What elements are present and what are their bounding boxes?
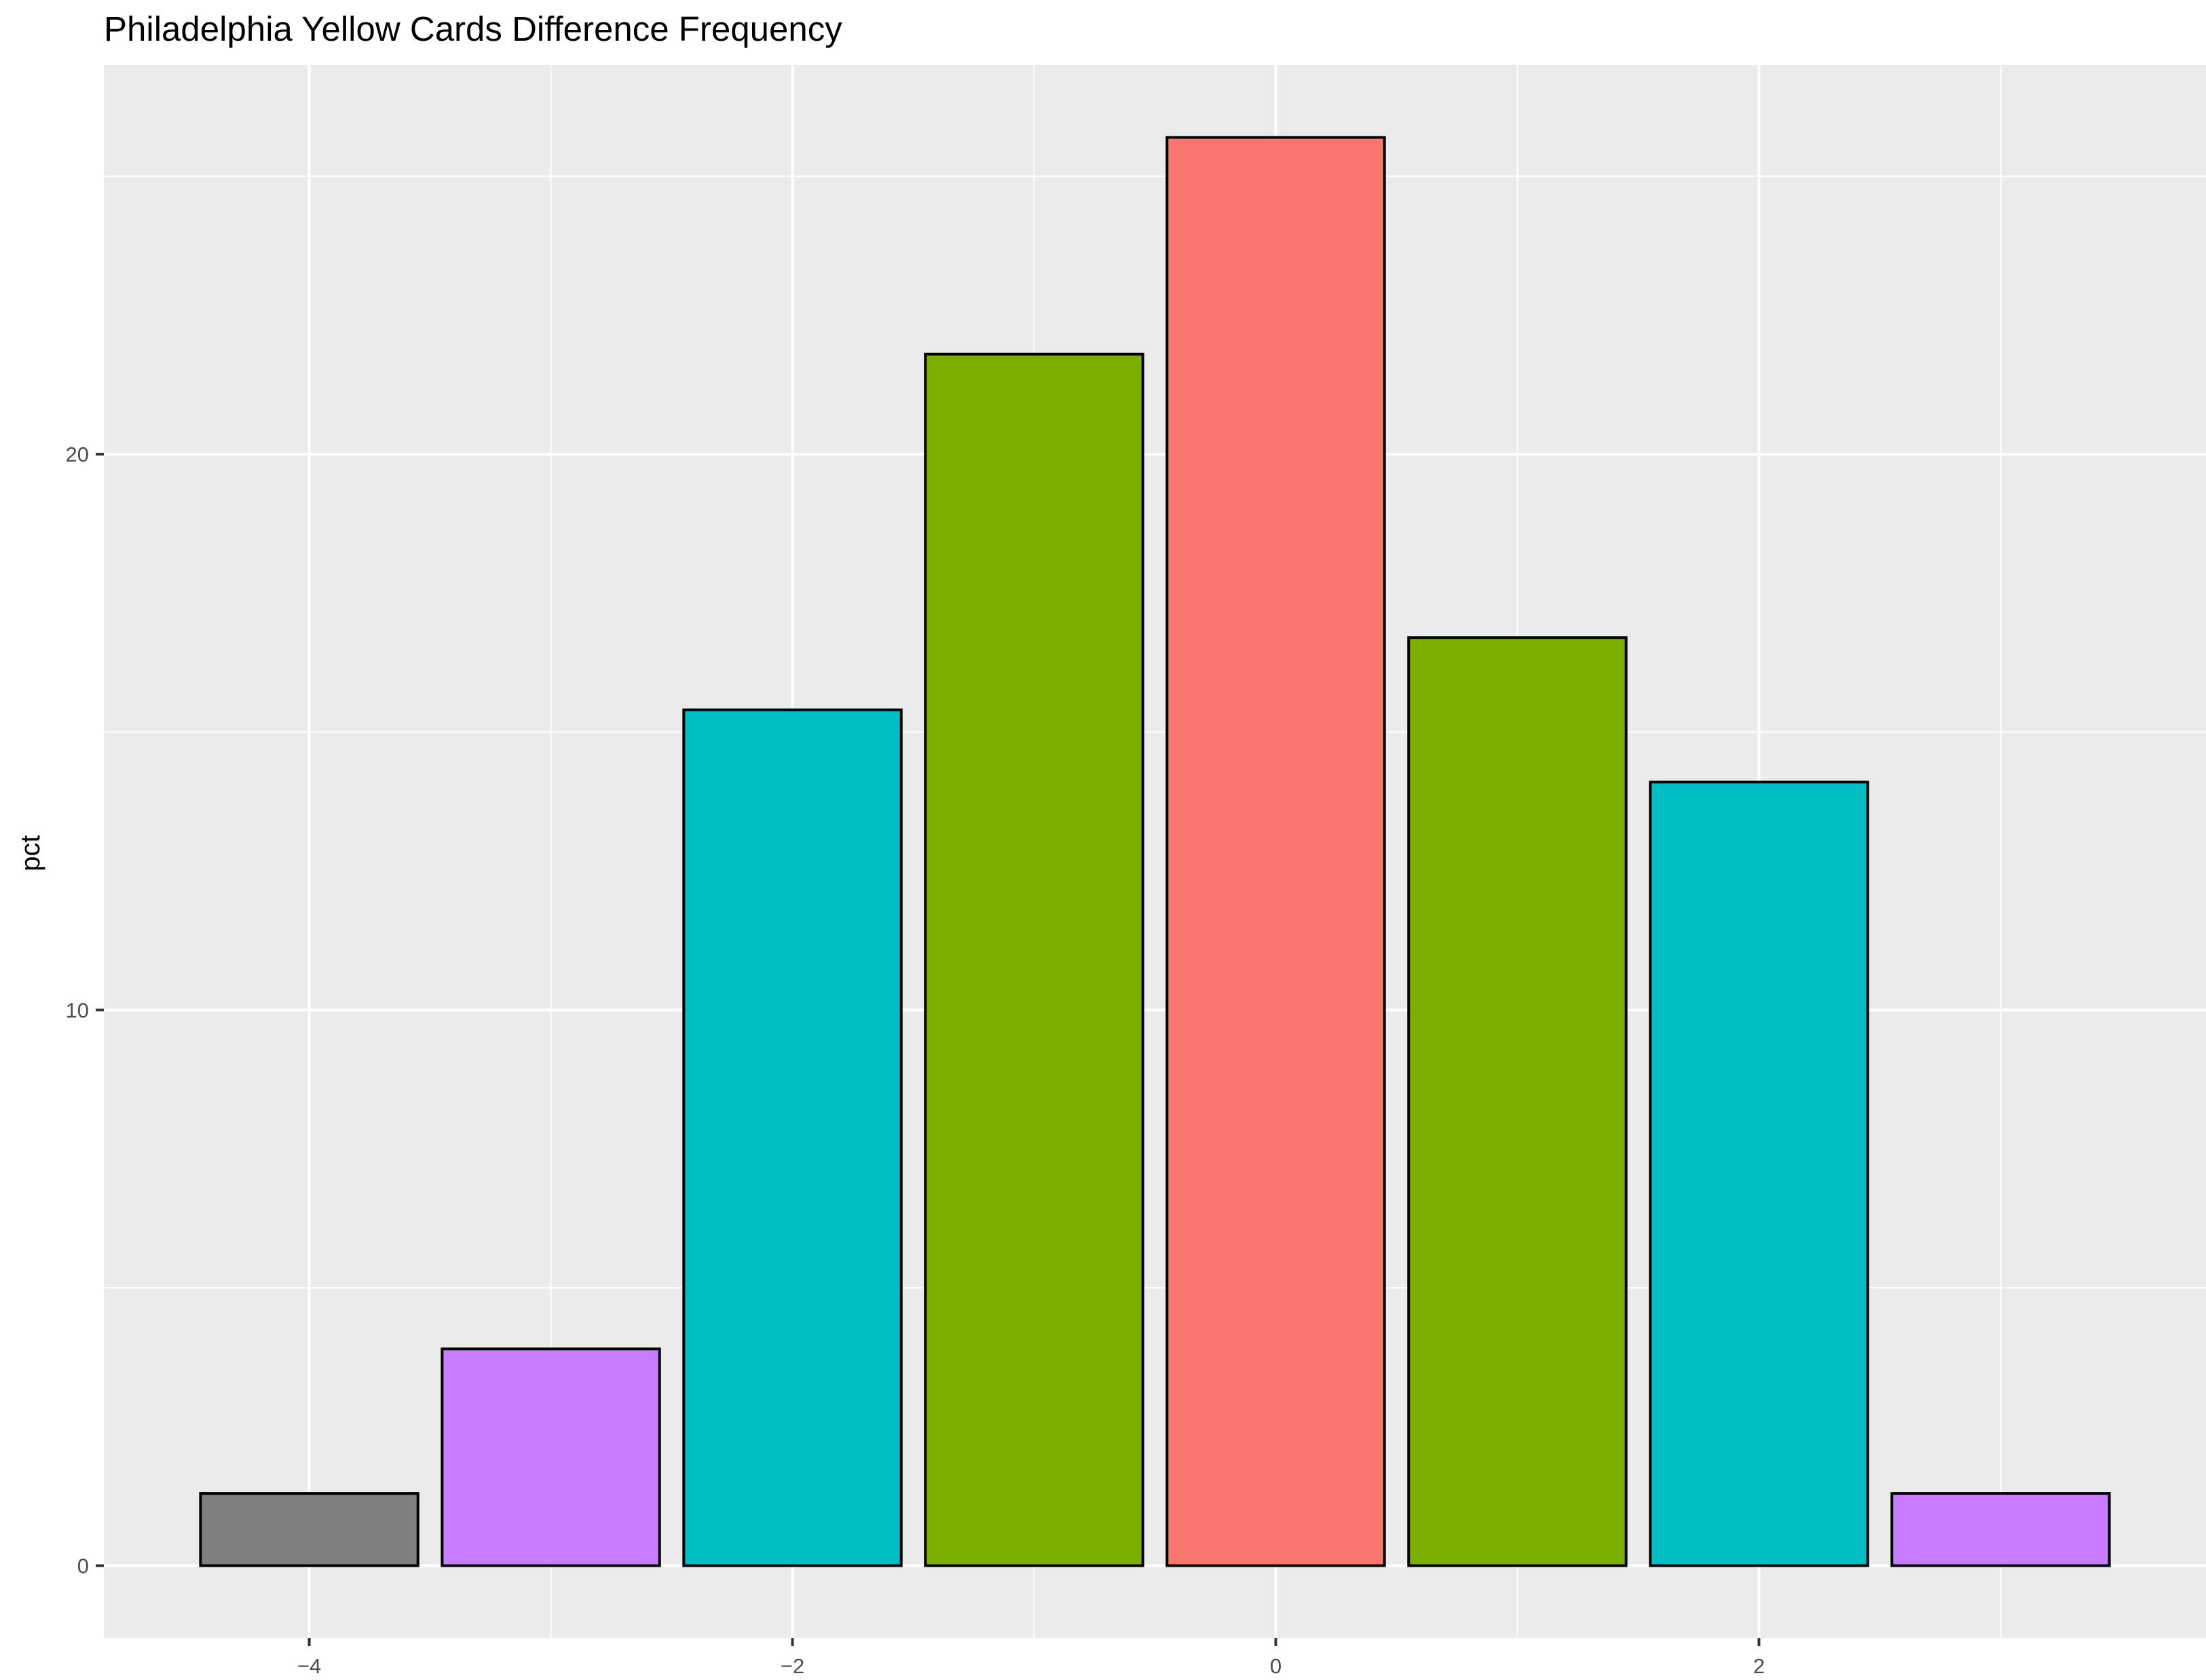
y-tick-label: 20 — [66, 443, 89, 466]
bar — [924, 352, 1144, 1567]
bars — [199, 136, 2111, 1567]
y-axis-title: pct — [16, 835, 45, 871]
bar — [682, 708, 903, 1567]
x-tick-label: −2 — [781, 1654, 804, 1678]
y-tick-label: 0 — [77, 1554, 89, 1578]
x-tick-label: 2 — [1753, 1654, 1765, 1678]
bar — [1890, 1492, 2111, 1567]
bar — [1165, 136, 1386, 1567]
bar — [199, 1492, 419, 1567]
y-tick-label: 10 — [66, 998, 89, 1022]
x-tick-label: 0 — [1270, 1654, 1282, 1678]
bar — [441, 1347, 661, 1567]
x-tick-label: −4 — [297, 1654, 321, 1678]
bar — [1649, 781, 1869, 1567]
plot-panel — [104, 65, 2206, 1638]
chart-title: Philadelphia Yellow Cards Difference Fre… — [104, 10, 842, 48]
bar — [1407, 636, 1628, 1567]
